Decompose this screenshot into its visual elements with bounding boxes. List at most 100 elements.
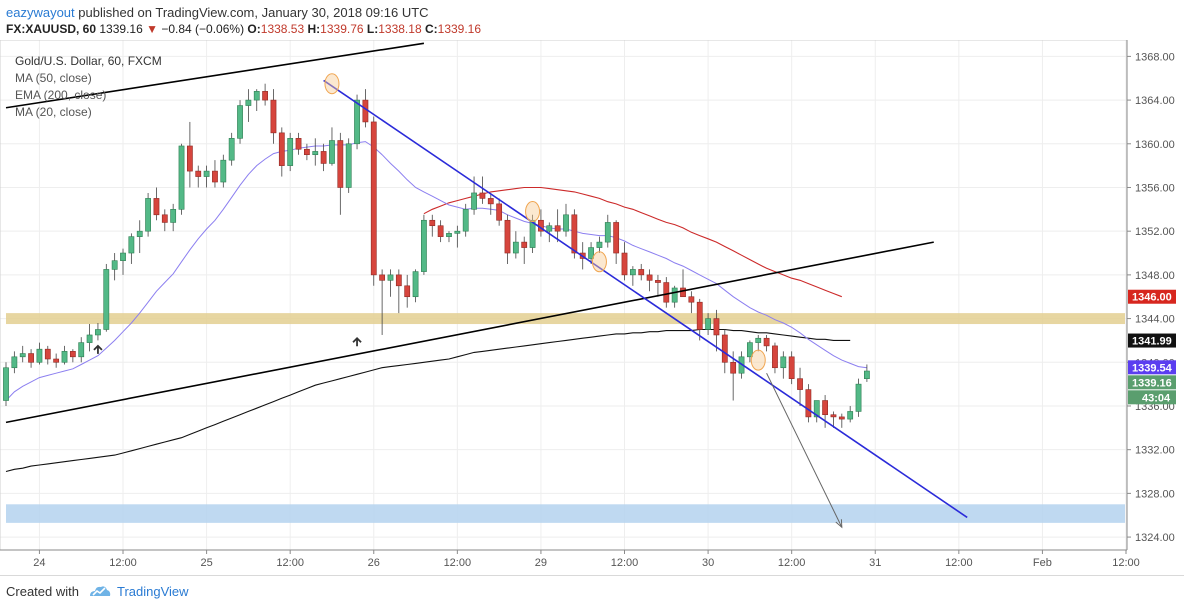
candle-body-8 [69, 351, 76, 358]
candle-body-36 [304, 148, 310, 156]
candle-body-72 [604, 222, 611, 243]
candle-body-42 [354, 99, 360, 145]
legend-ma20[interactable]: MA (20, close) [15, 105, 92, 119]
lower-channel-trendline[interactable] [5, 241, 934, 424]
ma20-line[interactable] [5, 141, 867, 401]
y-tick-label-9: 1360.00 [1135, 139, 1175, 151]
change-value: −0.84 (−0.06%) [161, 22, 245, 36]
candle-body-93 [780, 356, 787, 369]
candle-body-97 [813, 400, 820, 418]
candle-body-28 [237, 105, 243, 139]
countdown-label: 43:04 [1142, 392, 1171, 404]
candle-body-41 [345, 143, 352, 188]
candle-body-13 [111, 260, 118, 270]
close-value: 1339.16 [437, 22, 482, 36]
legend-ma50[interactable]: MA (50, close) [15, 71, 92, 85]
low-label: L: [366, 22, 379, 36]
author-link[interactable]: eazywayout [6, 5, 75, 20]
candle-body-16 [136, 230, 143, 237]
high-value: 1339.76 [320, 22, 364, 36]
candle-body-34 [287, 138, 294, 166]
candle-body-46 [387, 274, 394, 281]
y-tick-label-8: 1356.00 [1135, 182, 1175, 194]
y-tick-label-2: 1332.00 [1135, 445, 1175, 457]
candle-body-47 [395, 274, 402, 287]
candle-body-102 [855, 383, 862, 412]
price-badge-label-0: 1346.00 [1132, 292, 1172, 304]
target-zone[interactable] [6, 504, 1125, 523]
touch-marker-2[interactable] [591, 251, 607, 273]
resistance-zone[interactable] [6, 313, 1125, 325]
candle-body-32 [270, 99, 277, 134]
candle-body-65 [546, 225, 553, 232]
x-tick-label-12: Feb [1033, 557, 1052, 569]
ohlc-line: FX:XAUUSD, 60 1339.16 ▼ −0.84 (−0.06%) O… [6, 22, 481, 36]
y-tick-label-0: 1324.00 [1135, 532, 1175, 544]
candle-body-18 [153, 198, 160, 216]
change-arrow-icon: ▼ [146, 22, 158, 36]
candle-body-33 [278, 132, 285, 166]
x-tick-label-8: 30 [702, 557, 714, 569]
created-with-label: Created with [6, 584, 79, 599]
upper-channel-trendline[interactable] [5, 42, 425, 109]
candle-body-22 [186, 145, 193, 172]
price-badge-3 [1128, 375, 1176, 390]
candle-body-25 [212, 170, 218, 183]
candle-body-3 [28, 353, 34, 363]
price-badge-0 [1128, 289, 1176, 304]
downtrend-trendline[interactable] [323, 79, 968, 519]
candle-body-101 [847, 411, 854, 420]
candle-body-39 [329, 140, 335, 164]
touch-marker-3[interactable] [750, 349, 766, 371]
time-axis[interactable]: 24 12:00 25 12:00 26 12:00 29 12:00 30 12:00 31 12:… [0, 549, 1140, 569]
price-axis[interactable]: 1324.001328.001332.001336.001340.001344.… [1126, 40, 1184, 575]
candle-body-48 [404, 285, 411, 298]
candle-body-5 [44, 348, 51, 360]
low-value: 1338.18 [378, 22, 422, 36]
legend-title: Gold/U.S. Dollar, 60, FXCM [15, 54, 162, 68]
y-tick-label-1: 1328.00 [1135, 488, 1175, 500]
zones [6, 313, 1125, 523]
candle-body-68 [571, 214, 578, 254]
x-tick-label-4: 26 [368, 557, 380, 569]
tradingview-cloud-icon [90, 586, 111, 596]
ma50-line[interactable] [423, 186, 842, 298]
candle-body-1 [11, 356, 18, 369]
candle-body-37 [312, 151, 319, 156]
candle-body-51 [429, 219, 436, 227]
footer: Created with TradingView [0, 575, 1184, 608]
candle-body-79 [663, 282, 670, 303]
candle-body-100 [838, 416, 845, 420]
candle-body-19 [161, 214, 168, 223]
candle-body-14 [120, 252, 126, 261]
candle-body-86 [721, 334, 728, 363]
candle-body-55 [462, 209, 469, 232]
candle-body-84 [705, 318, 711, 330]
candle-body-89 [746, 342, 753, 358]
touch-marker-0[interactable] [324, 73, 340, 95]
up-arrow-icon-0 [93, 344, 103, 354]
candle-body-98 [822, 400, 828, 416]
candle-body-7 [61, 351, 68, 363]
close-label: C: [424, 22, 438, 36]
tradingview-link[interactable]: TradingView [117, 584, 189, 599]
candle-body-92 [772, 345, 778, 369]
touch-marker-1[interactable] [525, 201, 541, 223]
candle-body-29 [245, 99, 252, 106]
x-tick-label-5: 12:00 [444, 557, 472, 569]
projection-arrow-line[interactable] [766, 372, 843, 528]
candle-body-20 [170, 209, 177, 223]
projection-arrow-head-icon [835, 519, 843, 529]
candle-body-66 [554, 225, 561, 232]
candle-body-94 [788, 356, 795, 379]
price-chart[interactable]: 1324.001328.001332.001336.001340.001344.… [0, 40, 1184, 575]
candle-body-71 [596, 241, 603, 248]
candle-body-0 [3, 367, 9, 401]
candle-body-83 [696, 301, 703, 330]
y-tick-label-11: 1368.00 [1135, 51, 1175, 63]
price-badge-2 [1128, 360, 1176, 375]
candle-body-96 [805, 389, 812, 418]
candle-body-10 [86, 334, 93, 343]
legend-ema200[interactable]: EMA (200, close) [15, 88, 106, 102]
candle-body-77 [646, 274, 653, 281]
